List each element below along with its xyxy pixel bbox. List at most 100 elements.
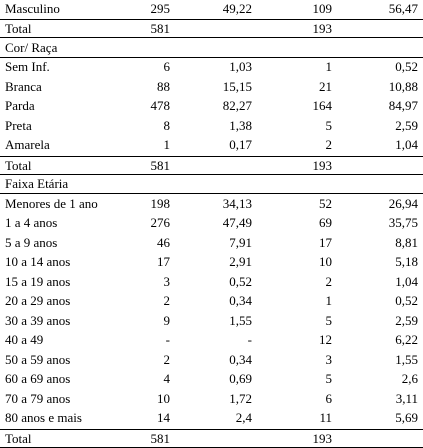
cell-value: 295 (150, 1, 171, 16)
cell-value: 21 (319, 78, 332, 94)
cell-value: 0,34 (229, 293, 252, 309)
cell-value: 15,15 (222, 78, 252, 94)
row-label: Total (5, 430, 32, 446)
table-row: Branca 88 15,15 21 10,88 (0, 78, 423, 97)
table-row: 50 a 59 anos 2 0,34 3 1,55 (0, 351, 423, 370)
cell-value: 5 (325, 312, 333, 328)
cell-value: 8,81 (395, 234, 418, 250)
table-row: Amarela 1 0,17 2 1,04 (0, 136, 423, 155)
cell-value: 34,13 (222, 195, 252, 211)
row-label: 5 a 9 anos (5, 234, 58, 250)
cell-value: 8 (163, 117, 171, 133)
row-label: 10 a 14 anos (5, 254, 71, 270)
cell-value: 1,03 (229, 59, 252, 75)
cell-value: 1,55 (229, 312, 252, 328)
cell-value: 12 (319, 332, 332, 348)
table-row: 1 a 4 anos 276 47,49 69 35,75 (0, 214, 423, 233)
cell-value: 1,38 (229, 117, 252, 133)
cell-value: 10,88 (388, 78, 418, 94)
cell-value: 11 (319, 410, 332, 426)
cell-value: 2 (325, 137, 333, 153)
table-row: 80 anos e mais 14 2,4 11 5,69 (0, 409, 423, 428)
table-row: Parda 478 82,27 164 84,97 (0, 97, 423, 116)
cell-value: 52 (319, 195, 332, 211)
cell-value: 9 (163, 312, 171, 328)
cell-value: 193 (312, 21, 333, 37)
cell-value: 478 (150, 98, 171, 114)
cell-value: 6,22 (395, 332, 418, 348)
row-label: Branca (5, 78, 42, 94)
cell-value: 0,17 (229, 137, 252, 153)
cell-value: 1 (163, 137, 171, 153)
cell-value: 0,52 (229, 273, 252, 289)
cell-value: 193 (312, 430, 333, 446)
cell-value: 1,72 (229, 390, 252, 406)
table-row: Total 581 193 (0, 155, 423, 175)
row-label: 20 a 29 anos (5, 293, 71, 309)
row-label: Menores de 1 ano (5, 195, 98, 211)
row-label: Total (5, 157, 32, 173)
cell-value: 10 (157, 390, 170, 406)
cell-value: 3 (163, 273, 171, 289)
row-label: Amarela (5, 137, 50, 153)
cell-value: 3 (325, 351, 333, 367)
cell-value: 17 (157, 254, 170, 270)
table-row: Total 581 193 (0, 19, 423, 39)
table-row: 60 a 69 anos 4 0,69 5 2,6 (0, 370, 423, 389)
cell-value: 2,59 (395, 312, 418, 328)
row-label: Cor/ Raça (5, 39, 58, 55)
cell-value: 198 (150, 195, 171, 211)
cell-value: 4 (163, 371, 171, 387)
cell-value: 46 (157, 234, 170, 250)
cell-value: 5,69 (395, 410, 418, 426)
cell-value: 164 (312, 98, 333, 114)
cell-value: 14 (157, 410, 170, 426)
row-label: Parda (5, 98, 35, 114)
row-label: 40 a 49 (5, 332, 44, 348)
row-label: Sem Inf. (5, 59, 50, 75)
cell-value: 0,52 (395, 59, 418, 75)
cell-value: 3,11 (395, 390, 418, 406)
row-label: 30 a 39 anos (5, 312, 71, 328)
cell-value: 2 (163, 293, 171, 309)
cell-value: 1,04 (395, 137, 418, 153)
cell-value: 17 (319, 234, 332, 250)
row-label: 50 a 59 anos (5, 351, 71, 367)
table-row: Masculino 295 49,22 109 56,47 (0, 0, 423, 19)
cell-value: 6 (325, 390, 333, 406)
table-row: 10 a 14 anos 17 2,91 10 5,18 (0, 253, 423, 272)
row-label: Total (5, 21, 32, 37)
table-row: 70 a 79 anos 10 1,72 6 3,11 (0, 390, 423, 409)
cell-value: 2,6 (401, 371, 418, 387)
row-label: 80 anos e mais (5, 410, 82, 426)
cell-value: 2 (163, 351, 171, 367)
cell-value: 581 (150, 157, 171, 173)
cell-value: 2 (325, 273, 333, 289)
cell-value: 1 (325, 293, 333, 309)
table-row: 15 a 19 anos 3 0,52 2 1,04 (0, 273, 423, 292)
row-label: 60 a 69 anos (5, 371, 71, 387)
table-row: Total 581 193 (0, 428, 423, 448)
cell-value: 47,49 (222, 215, 252, 231)
cell-value: - (165, 332, 170, 348)
cell-value: 5,18 (395, 254, 418, 270)
cell-value: 82,27 (222, 98, 252, 114)
cell-value: 35,75 (388, 215, 418, 231)
cell-value: 7,91 (229, 234, 252, 250)
cell-value: 0,69 (229, 371, 252, 387)
cell-value: 2,59 (395, 117, 418, 133)
cell-value: - (247, 332, 252, 348)
cell-value: 84,97 (388, 98, 418, 114)
cell-value: 1 (325, 59, 333, 75)
cell-value: 5 (325, 117, 333, 133)
cell-value: 2,4 (235, 410, 252, 426)
cell-value: 581 (150, 21, 171, 37)
cell-value: 49,22 (222, 1, 252, 16)
cell-value: 276 (150, 215, 171, 231)
row-label: 15 a 19 anos (5, 273, 71, 289)
table-row: Preta 8 1,38 5 2,59 (0, 117, 423, 136)
table-row: Faixa Etária (0, 175, 423, 195)
table-row: 5 a 9 anos 46 7,91 17 8,81 (0, 234, 423, 253)
cell-value: 88 (157, 78, 170, 94)
